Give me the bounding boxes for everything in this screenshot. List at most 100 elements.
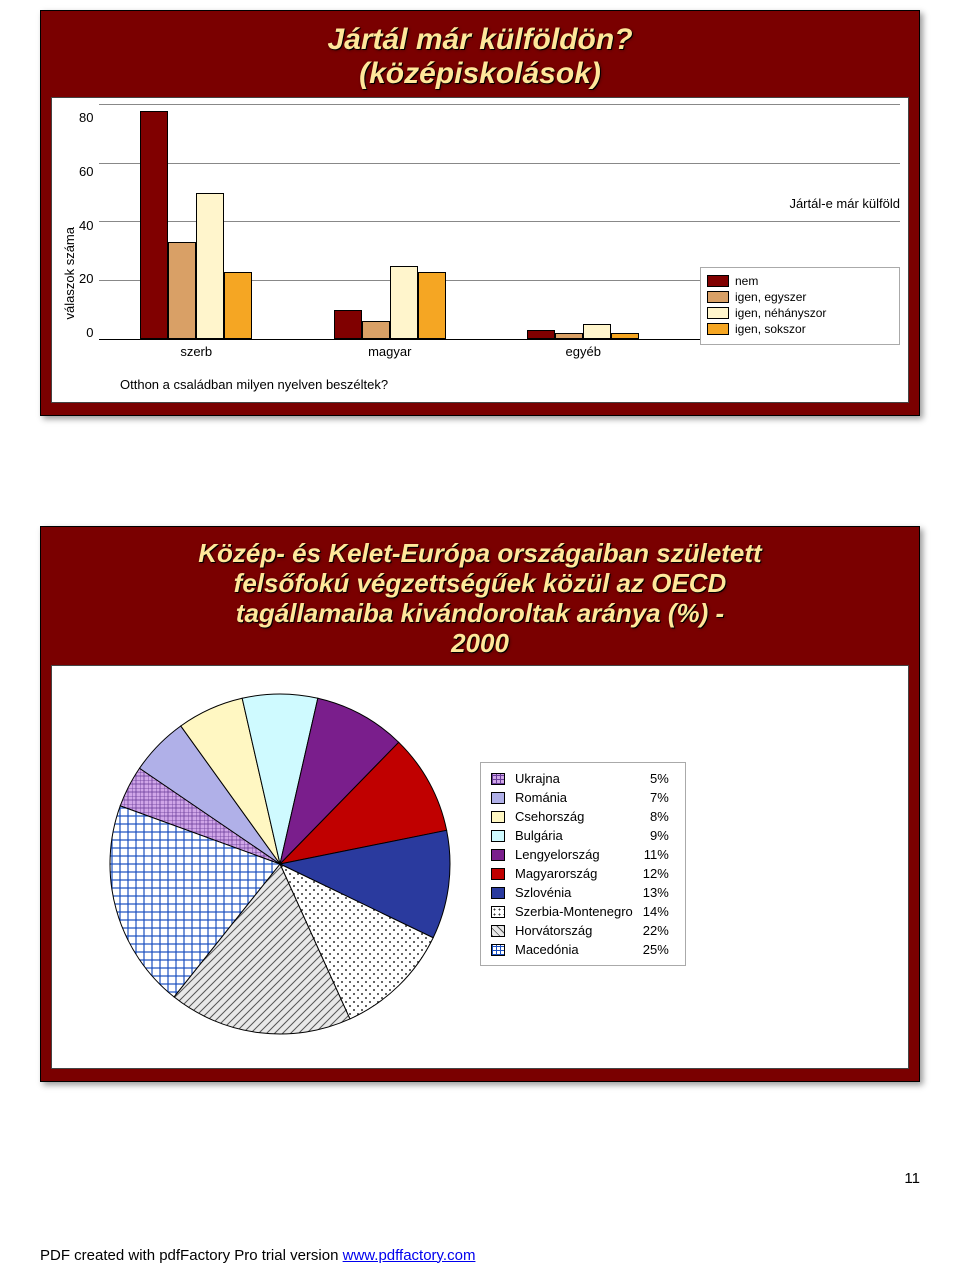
legend-item: igen, néhányszor xyxy=(707,306,893,320)
x-axis-labels: szerbmagyaregyéb xyxy=(99,340,680,359)
pdf-footer: PDF created with pdfFactory Pro trial ve… xyxy=(40,1247,920,1264)
pie-legend-swatch xyxy=(491,792,505,804)
pie-legend-value: 9% xyxy=(641,826,677,845)
legend-swatch xyxy=(707,291,729,303)
pie-legend-label: Lengyelország xyxy=(513,845,641,864)
page-number: 11 xyxy=(40,1170,920,1187)
y-tick: 40 xyxy=(79,218,93,233)
pie-legend-label: Szlovénia xyxy=(513,883,641,902)
bar-group xyxy=(487,324,681,339)
pie-legend-label: Románia xyxy=(513,788,641,807)
pie-legend: Ukrajna5%Románia7%Csehország8%Bulgária9%… xyxy=(480,762,686,966)
bar xyxy=(527,330,555,339)
pie-legend-label: Macedónia xyxy=(513,940,641,959)
bar-plot-area: Jártál-e már külföld nem igen, egyszer ige… xyxy=(99,106,900,340)
bar-group xyxy=(293,266,487,339)
pie-legend-row: Macedónia25% xyxy=(489,940,677,959)
pie-chart xyxy=(100,684,460,1044)
legend-swatch xyxy=(707,275,729,287)
pie-legend-label: Magyarország xyxy=(513,864,641,883)
bar xyxy=(583,324,611,339)
bar xyxy=(611,333,639,339)
pie-legend-value: 8% xyxy=(641,807,677,826)
legend-swatch xyxy=(707,323,729,335)
pie-chart-box: Ukrajna5%Románia7%Csehország8%Bulgária9%… xyxy=(51,665,909,1069)
pie-chart-panel: Közép- és Kelet-Európa országaiban szüle… xyxy=(40,526,920,1082)
legend-label: igen, sokszor xyxy=(735,322,806,336)
pie-legend-row: Magyarország12% xyxy=(489,864,677,883)
legend-swatch xyxy=(707,307,729,319)
pie-legend-swatch xyxy=(491,925,505,937)
legend-label: igen, néhányszor xyxy=(735,306,826,320)
bar-chart-title: Jártál már külföldön? (középiskolások) xyxy=(51,23,909,91)
pie-title-line1: Közép- és Kelet-Európa országaiban szüle… xyxy=(198,538,761,568)
bar xyxy=(362,321,390,339)
y-tick: 20 xyxy=(79,271,93,286)
x-label: egyéb xyxy=(487,340,681,359)
pie-legend-label: Horvátország xyxy=(513,921,641,940)
pie-legend-swatch xyxy=(491,773,505,785)
pie-legend-row: Csehország8% xyxy=(489,807,677,826)
bar xyxy=(196,193,224,339)
pie-legend-label: Szerbia-Montenegro xyxy=(513,902,641,921)
pie-legend-row: Horvátország22% xyxy=(489,921,677,940)
pie-legend-value: 5% xyxy=(641,769,677,788)
legend-label: igen, egyszer xyxy=(735,290,806,304)
bar xyxy=(224,272,252,339)
x-label: szerb xyxy=(99,340,293,359)
footer-link[interactable]: www.pdffactory.com xyxy=(343,1247,476,1264)
pie-legend-value: 13% xyxy=(641,883,677,902)
y-tick: 0 xyxy=(79,325,93,340)
pie-legend-swatch xyxy=(491,944,505,956)
pie-legend-value: 12% xyxy=(641,864,677,883)
pie-legend-row: Szlovénia13% xyxy=(489,883,677,902)
pie-legend-swatch xyxy=(491,887,505,899)
pie-legend-swatch xyxy=(491,830,505,842)
pie-legend-label: Bulgária xyxy=(513,826,641,845)
legend-item: igen, egyszer xyxy=(707,290,893,304)
y-axis-ticks: 80 60 40 20 0 xyxy=(79,110,97,340)
bar xyxy=(168,242,196,339)
bar xyxy=(555,333,583,339)
pie-legend-value: 22% xyxy=(641,921,677,940)
pie-legend-label: Ukrajna xyxy=(513,769,641,788)
pie-legend-value: 7% xyxy=(641,788,677,807)
pie-legend-swatch xyxy=(491,849,505,861)
bar-chart-panel: Jártál már külföldön? (középiskolások) v… xyxy=(40,10,920,416)
pie-title-line3: tagállamaiba kivándoroltak aránya (%) - xyxy=(236,598,724,628)
bar-title-line2: (középiskolások) xyxy=(359,57,601,90)
pie-legend-swatch xyxy=(491,906,505,918)
x-label: magyar xyxy=(293,340,487,359)
bar-legend: nem igen, egyszer igen, néhányszor igen, so… xyxy=(700,267,900,345)
pie-legend-row: Románia7% xyxy=(489,788,677,807)
pie-legend-row: Lengyelország11% xyxy=(489,845,677,864)
legend-item: igen, sokszor xyxy=(707,322,893,336)
pie-legend-value: 14% xyxy=(641,902,677,921)
y-tick: 60 xyxy=(79,164,93,179)
bar-group xyxy=(99,111,293,339)
bar xyxy=(334,310,362,339)
legend-label: nem xyxy=(735,274,758,288)
bar-title-line1: Jártál már külföldön? xyxy=(327,23,632,56)
legend-item: nem xyxy=(707,274,893,288)
pie-legend-label: Csehország xyxy=(513,807,641,826)
pie-legend-row: Szerbia-Montenegro14% xyxy=(489,902,677,921)
bar-legend-title: Jártál-e már külföld xyxy=(789,196,900,211)
pie-title-line4: 2000 xyxy=(451,628,509,658)
bar xyxy=(418,272,446,339)
bar-chart-box: válaszok száma 80 60 40 20 0 Jártál-e már kü… xyxy=(51,97,909,403)
pie-title-line2: felsőfokú végzettségűek közül az OECD xyxy=(234,568,727,598)
footer-prefix: PDF created with pdfFactory Pro trial ve… xyxy=(40,1247,343,1264)
pie-chart-title: Közép- és Kelet-Európa országaiban szüle… xyxy=(51,539,909,659)
y-axis-label: válaszok száma xyxy=(60,227,79,319)
pie-legend-swatch xyxy=(491,868,505,880)
bar xyxy=(140,111,168,339)
pie-legend-row: Ukrajna5% xyxy=(489,769,677,788)
x-axis-caption: Otthon a családban milyen nyelven beszél… xyxy=(120,377,900,392)
bar xyxy=(390,266,418,339)
pie-legend-row: Bulgária9% xyxy=(489,826,677,845)
pie-legend-swatch xyxy=(491,811,505,823)
pie-legend-value: 11% xyxy=(641,845,677,864)
pie-legend-value: 25% xyxy=(641,940,677,959)
y-tick: 80 xyxy=(79,110,93,125)
